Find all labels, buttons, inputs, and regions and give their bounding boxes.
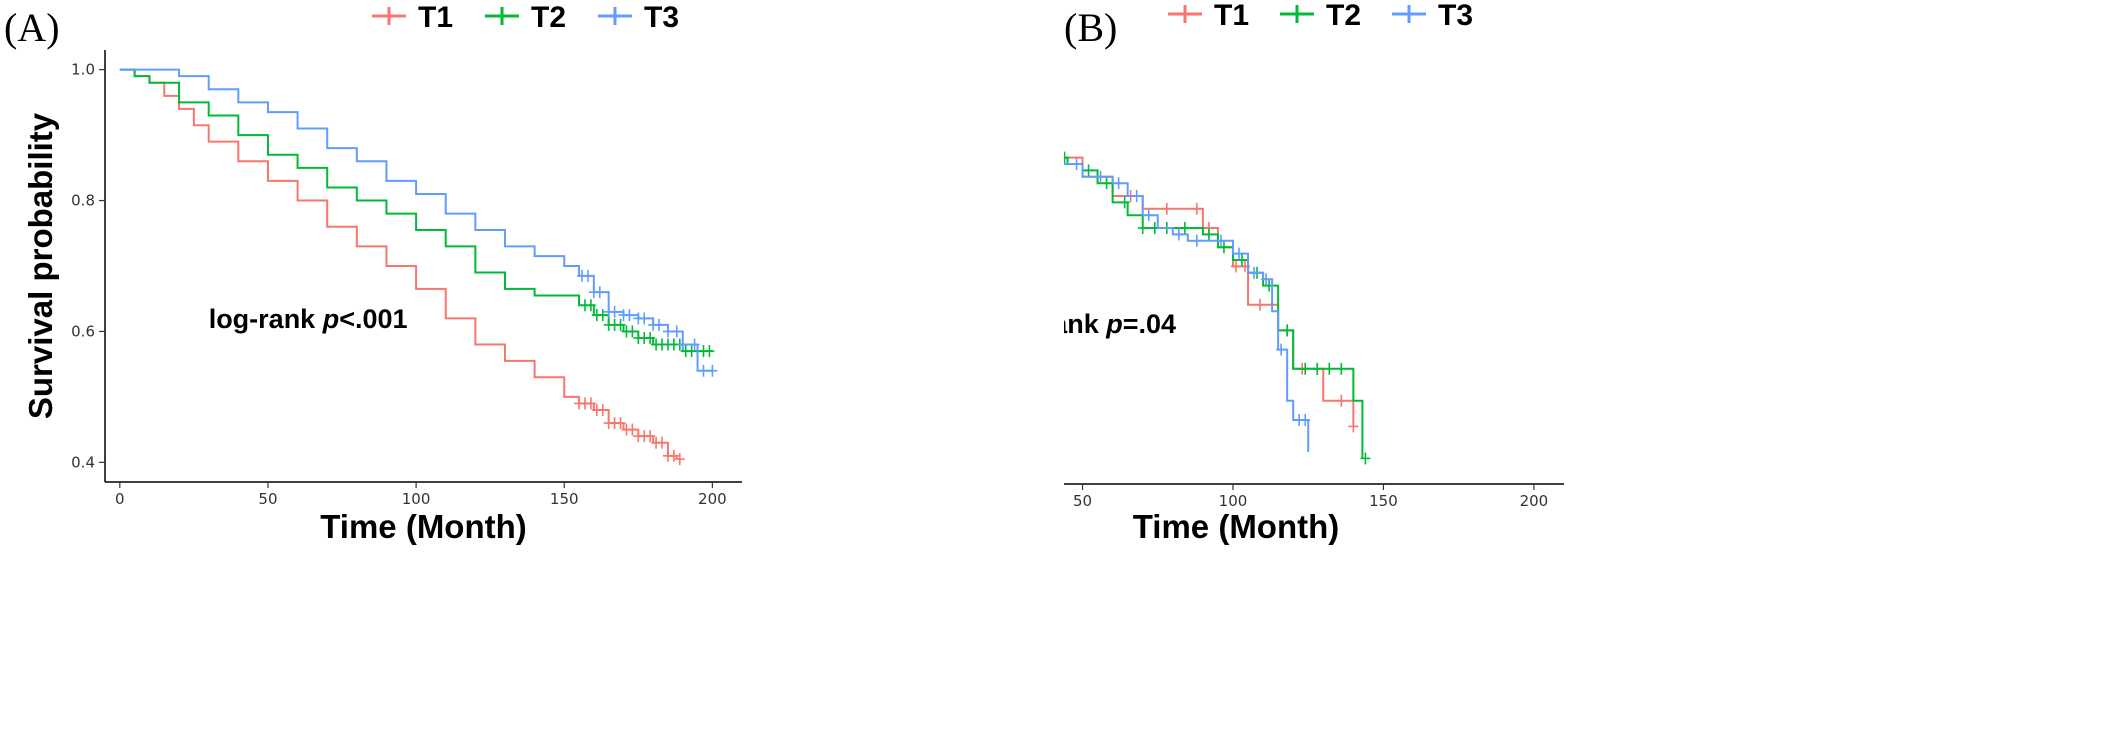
panel-b-label: (B) — [1064, 5, 1118, 50]
x-tick-label: 150 — [1369, 492, 1398, 510]
legend-label-t1: T1 — [418, 1, 453, 34]
legend-label-t2: T2 — [1326, 0, 1361, 32]
x-axis-title: Time (Month) — [320, 508, 527, 545]
panel-a-label: (A) — [4, 5, 60, 50]
y-axis-title: Survival probability — [22, 112, 59, 419]
panel-a: (A) 0 50 100 150 200 0.4 0.6 0.8 1.0 Time (Month)… — [4, 1, 742, 545]
legend-label-t3: T3 — [644, 1, 679, 34]
x-tick-label: 200 — [698, 490, 727, 508]
series-line-t3 — [119, 68, 713, 372]
series-line-t1 — [119, 68, 678, 460]
legend-label-t2: T2 — [531, 1, 566, 34]
logrank-annotation: log-rank p=.04 — [1064, 309, 1176, 339]
legend-label-t3: T3 — [1438, 0, 1473, 32]
y-tick-label: 0.6 — [71, 322, 95, 340]
series-line-t3 — [1064, 163, 1310, 452]
annotation-prefix: log-rank — [209, 304, 323, 334]
annotation-value: <.001 — [339, 304, 407, 334]
series-line-t2 — [1064, 156, 1364, 459]
x-axis-title: Time (Month) — [1133, 508, 1340, 545]
series-line-t1 — [1064, 156, 1355, 427]
y-tick-label: 0.8 — [71, 192, 95, 210]
annotation-value: =.04 — [1123, 309, 1176, 339]
series-line-t2 — [119, 68, 713, 353]
legend-label-t1: T1 — [1214, 0, 1249, 32]
chart-area-a: 0 50 100 150 200 0.4 0.6 0.8 1.0 Time (Month) Surv… — [22, 1, 742, 545]
x-tick-label: 100 — [1219, 492, 1248, 510]
x-tick-label: 50 — [258, 490, 277, 508]
logrank-annotation: log-rank p<.001 — [209, 304, 408, 334]
x-tick-label: 50 — [1073, 492, 1092, 510]
annotation-p: p — [1105, 309, 1123, 339]
y-tick-label: 1.0 — [71, 61, 95, 79]
annotation-p: p — [322, 304, 340, 334]
annotation-prefix: log-rank — [1064, 309, 1106, 339]
x-tick-label: 150 — [550, 490, 579, 508]
x-tick-label: 200 — [1520, 492, 1549, 510]
x-tick-label: 0 — [115, 490, 125, 508]
survival-chart-a: 0 50 100 150 200 0.4 0.6 0.8 1.0 Time (Month) Surv… — [22, 1, 742, 545]
x-tick-label: 100 — [402, 490, 431, 508]
y-tick-label: 0.4 — [71, 453, 95, 471]
